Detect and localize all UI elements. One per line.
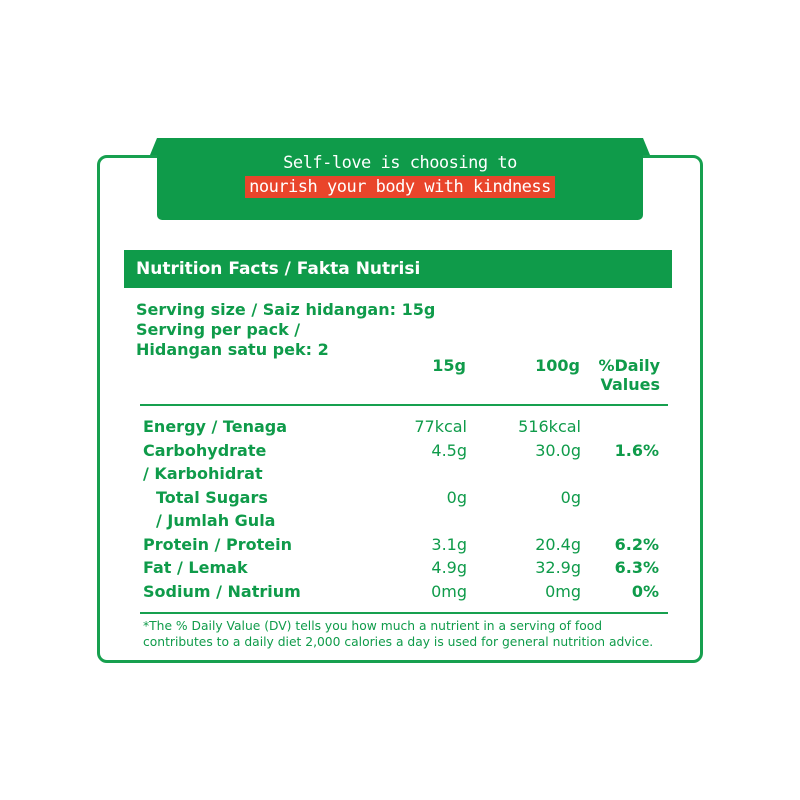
nutrient-row: Fat / Lemak 4.9g 32.9g 6.3% — [143, 556, 663, 579]
nutrient-row: Total Sugars 0g 0g — [143, 486, 663, 509]
col-header-15g: 15g — [432, 356, 466, 375]
footnote-line-1: *The % Daily Value (DV) tells you how mu… — [143, 619, 603, 633]
serving-per-pack: Serving per pack / — [136, 320, 301, 339]
footnote-line-2: contributes to a daily diet 2,000 calori… — [143, 635, 654, 649]
value-per-serving: 3.1g — [431, 534, 467, 554]
serving-info: Serving size / Saiz hidangan: 15g Servin… — [136, 300, 435, 360]
value-per-100g: 20.4g — [535, 534, 581, 554]
banner-shoulder-right — [643, 138, 650, 155]
nutrient-label: Total Sugars — [156, 487, 268, 507]
nutrient-label: / Karbohidrat — [143, 464, 263, 483]
divider-bottom — [140, 612, 668, 614]
nutrient-label: Fat / Lemak — [143, 558, 248, 577]
slogan-line-1: Self-love is choosing to — [283, 153, 517, 173]
value-per-serving: 0g — [446, 487, 467, 507]
col-header-dv: %Daily Values — [580, 356, 660, 394]
value-per-serving: 4.5g — [431, 440, 467, 460]
nutrient-row: Energy / Tenaga 77kcal 516kcal — [143, 415, 663, 438]
nutrient-label: Sodium / Natrium — [143, 581, 301, 601]
value-per-100g: 0mg — [545, 581, 581, 601]
serving-per-pack-ms: Hidangan satu pek: 2 — [136, 340, 329, 359]
daily-value-percent: 6.3% — [614, 558, 659, 577]
value-per-serving: 77kcal — [414, 417, 467, 436]
divider-top — [140, 404, 668, 406]
nutrient-label: / Jumlah Gula — [156, 511, 276, 530]
col-header-dv-line2: Values — [600, 375, 660, 394]
daily-value-percent: 1.6% — [614, 440, 659, 460]
nutrient-row: / Karbohidrat — [143, 462, 663, 485]
col-header-100g: 100g — [535, 356, 580, 375]
nutrition-title: Nutrition Facts / Fakta Nutrisi — [124, 250, 672, 288]
col-header-dv-line1: %Daily — [598, 356, 660, 375]
nutrient-label: Energy / Tenaga — [143, 417, 288, 436]
slogan-line-2: nourish your body with kindness — [245, 176, 555, 198]
daily-value-percent: 6.2% — [614, 534, 659, 554]
value-per-100g: 0g — [560, 487, 581, 507]
nutrient-label: Protein / Protein — [143, 534, 292, 554]
footnote: *The % Daily Value (DV) tells you how mu… — [143, 618, 683, 650]
daily-value-percent: 0% — [631, 581, 659, 601]
value-per-serving: 4.9g — [431, 558, 467, 577]
nutrient-row: Sodium / Natrium 0mg 0mg 0% — [143, 580, 663, 603]
nutrient-row: Carbohydrate 4.5g 30.0g 1.6% — [143, 439, 663, 462]
slogan-banner: Self-love is choosing to nourish your bo… — [157, 138, 643, 220]
value-per-serving: 0mg — [431, 581, 467, 601]
value-per-100g: 30.0g — [535, 440, 581, 460]
value-per-100g: 516kcal — [518, 417, 581, 436]
value-per-100g: 32.9g — [535, 558, 581, 577]
nutrient-row: / Jumlah Gula — [143, 509, 663, 532]
serving-size: Serving size / Saiz hidangan: 15g — [136, 300, 436, 319]
nutrient-row: Protein / Protein 3.1g 20.4g 6.2% — [143, 533, 663, 556]
nutrient-label: Carbohydrate — [143, 440, 267, 460]
banner-shoulder-left — [150, 138, 157, 155]
